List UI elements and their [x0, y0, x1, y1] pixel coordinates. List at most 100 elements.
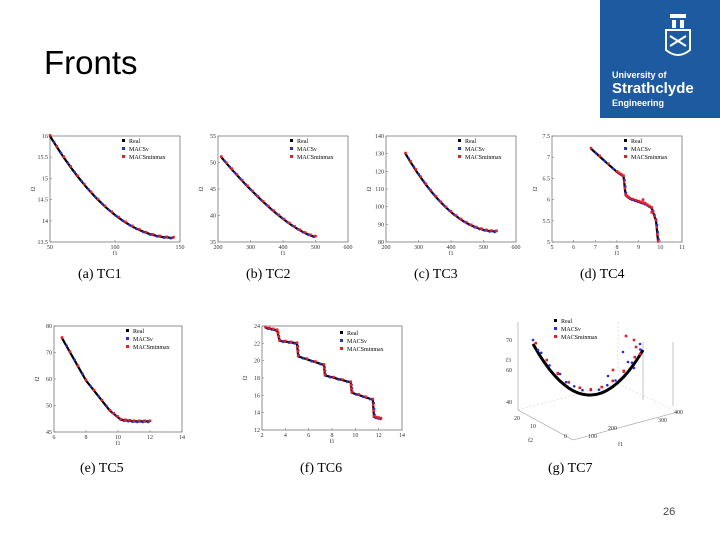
- legend-marker-macsv: [122, 147, 125, 150]
- point-macsminmax: [650, 211, 653, 214]
- legend-marker-macsminmax: [340, 347, 343, 350]
- x-tick-label: 400: [279, 245, 288, 251]
- y-axis-label: f2: [532, 187, 539, 192]
- point-macsv: [422, 180, 426, 183]
- z-tick-label: 300: [658, 418, 667, 424]
- point-macsv: [361, 395, 365, 399]
- point-macsv: [337, 378, 340, 381]
- point-macsminmax: [124, 418, 127, 422]
- point-macsminmax: [632, 338, 636, 342]
- point-macsminmax: [350, 390, 354, 394]
- point-macsv: [548, 364, 551, 367]
- logo-line-2: Strathclyde: [612, 80, 694, 97]
- y-tick-label: 100: [375, 205, 384, 211]
- point-macsv: [293, 342, 297, 345]
- y-axis-label: f2: [242, 376, 249, 381]
- point-macsv: [638, 342, 642, 346]
- y-tick-label: 15.5: [38, 155, 49, 161]
- x-tick-label: 9: [637, 245, 640, 251]
- plot-frame: [49, 135, 181, 243]
- point-macsv: [80, 179, 83, 183]
- y-tick-label: 10: [530, 424, 536, 430]
- point-macsv: [100, 202, 104, 206]
- point-macsminmax: [55, 145, 59, 148]
- y-tick-label: 18: [254, 376, 260, 382]
- y-axis-label: f2: [34, 377, 41, 382]
- x-tick-label: 300: [246, 245, 255, 251]
- y-tick-label: 15: [42, 176, 48, 182]
- legend-marker-real: [290, 139, 293, 142]
- point-macsminmax: [298, 228, 302, 231]
- point-macsminmax: [650, 206, 653, 209]
- point-macsminmax: [131, 224, 134, 228]
- point-macsv: [656, 230, 660, 234]
- point-macsminmax: [589, 146, 593, 150]
- x-tick-label: 600: [344, 245, 353, 251]
- legend-marker-macsminmax: [554, 335, 557, 338]
- x-tick-label: 10: [352, 433, 358, 439]
- legend-label-macsv: MACSν: [129, 147, 149, 153]
- caption-tc4: (d) TC4: [580, 267, 625, 282]
- y-tick-label: 0: [564, 434, 567, 440]
- x-axis-label: f1: [449, 250, 454, 257]
- point-macsminmax: [409, 160, 412, 163]
- point-macsminmax: [578, 386, 582, 390]
- x-tick-label: 12: [147, 435, 153, 441]
- point-macsv: [632, 366, 636, 370]
- point-macsv: [135, 227, 138, 231]
- point-macsminmax: [323, 370, 326, 373]
- point-macsminmax: [172, 235, 175, 239]
- x-tick-label: 500: [311, 245, 320, 251]
- x-axis-label: f1: [116, 440, 121, 447]
- point-macsminmax: [600, 385, 604, 389]
- point-macsminmax: [556, 371, 560, 375]
- y-axis-label: f2: [366, 187, 373, 192]
- point-macsminmax: [349, 383, 353, 387]
- caption-tc1: (a) TC1: [78, 267, 122, 282]
- point-macsminmax: [313, 360, 317, 363]
- point-macsminmax: [256, 194, 260, 198]
- point-macsv: [328, 375, 332, 379]
- point-macsminmax: [350, 387, 353, 390]
- x-tick-label: 10: [657, 245, 663, 251]
- x-tick-label: 500: [479, 245, 488, 251]
- point-macsv: [657, 237, 660, 241]
- chart-tc3: 200 300 400 500 600 80 90 100 110 120 130 140 f1 f2 Re…: [366, 134, 521, 257]
- legend-marker-real: [624, 139, 627, 142]
- y-tick-label: 6: [547, 198, 550, 204]
- point-macsminmax: [545, 358, 549, 362]
- v-tick-label: 40: [506, 400, 512, 406]
- point-macsminmax: [485, 228, 488, 232]
- point-macsminmax: [110, 210, 114, 214]
- point-macsv: [66, 161, 70, 165]
- point-macsminmax: [124, 220, 127, 224]
- point-macsv: [581, 388, 584, 392]
- point-macsminmax: [607, 162, 610, 165]
- y-tick-label: 110: [375, 187, 384, 193]
- x-tick-label: 11: [679, 245, 685, 251]
- x-axis-label: f1: [615, 250, 620, 257]
- v-tick-label: 60: [506, 368, 512, 374]
- point-macsminmax: [119, 417, 123, 421]
- legend-label-macsv: MACSν: [465, 147, 485, 153]
- point-macsminmax: [646, 203, 649, 206]
- y-tick-label: 7.5: [543, 134, 551, 140]
- point-macsminmax: [624, 193, 627, 197]
- legend-label-macsminmax: MACSminmax: [631, 155, 668, 161]
- point-macsminmax: [275, 328, 279, 332]
- point-macsv: [606, 374, 610, 378]
- x-tick-label: 50: [47, 245, 53, 251]
- x-tick-label: 200: [608, 426, 617, 432]
- point-macsminmax: [638, 352, 642, 356]
- y-tick-label: 45: [210, 187, 216, 193]
- point-macsv: [614, 379, 617, 382]
- point-macsminmax: [165, 235, 168, 239]
- point-macsminmax: [116, 414, 119, 418]
- point-macsminmax: [449, 210, 453, 213]
- point-macsminmax: [60, 336, 64, 339]
- y-tick-label: 12: [254, 428, 260, 434]
- point-macsminmax: [271, 327, 275, 331]
- point-macsminmax: [112, 411, 116, 415]
- point-macsminmax: [282, 217, 286, 221]
- point-macsminmax: [434, 194, 438, 198]
